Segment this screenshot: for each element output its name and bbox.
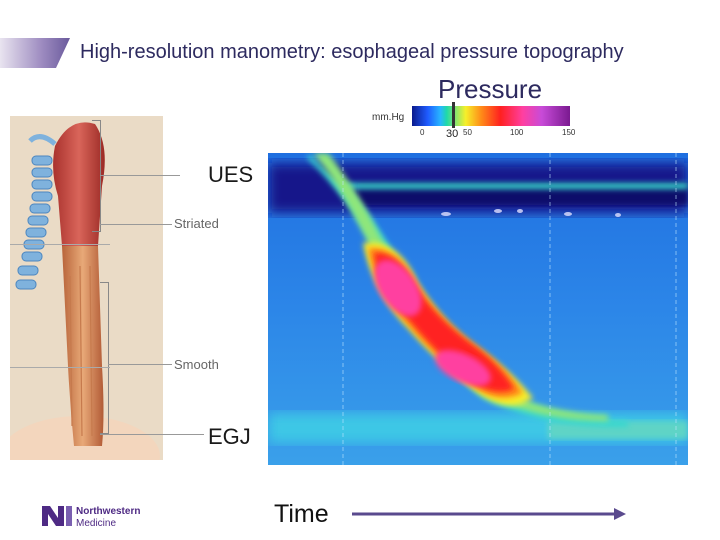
colorbar-tick: 50: [463, 128, 472, 137]
colorbar-marker-value: 30: [446, 128, 459, 140]
ues-leader-line: [100, 175, 180, 176]
title-accent-bar: [0, 38, 70, 68]
colorbar-tick: 0: [420, 128, 425, 137]
smooth-label: Smooth: [174, 357, 219, 372]
logo-graphic: Northwestern Medicine: [42, 506, 140, 529]
striated-leader-line: [100, 224, 172, 225]
northwestern-medicine-logo: Northwestern Medicine: [40, 502, 160, 535]
colorbar-unit: mm.Hg: [372, 112, 405, 123]
topography-heatmap: [268, 153, 688, 465]
time-axis-label: Time: [274, 500, 329, 528]
pressure-colorbar: [412, 106, 570, 126]
time-arrow-icon: [352, 508, 626, 520]
smooth-bracket: [100, 282, 109, 434]
colorbar-heading: Pressure: [438, 74, 543, 104]
svg-text:Northwestern: Northwestern: [76, 506, 140, 517]
pressure-topography-plot: [268, 153, 688, 465]
colorbar-marker: [452, 102, 455, 128]
egj-label: EGJ: [208, 424, 251, 449]
egj-leader-line: [100, 434, 204, 435]
smooth-leader-line: [108, 364, 172, 365]
slide-title: High-resolution manometry: esophageal pr…: [80, 41, 624, 63]
guide-line: [10, 244, 110, 245]
striated-bracket: [92, 120, 101, 232]
striated-label: Striated: [174, 216, 219, 231]
ues-label: UES: [208, 162, 254, 187]
svg-text:Medicine: Medicine: [76, 518, 116, 529]
esophagus-anatomy-illustration: [10, 116, 163, 460]
esophagus-drawing: [10, 116, 163, 460]
colorbar-tick: 150: [562, 128, 576, 137]
colorbar-tick: 100: [510, 128, 524, 137]
guide-line: [10, 367, 110, 368]
